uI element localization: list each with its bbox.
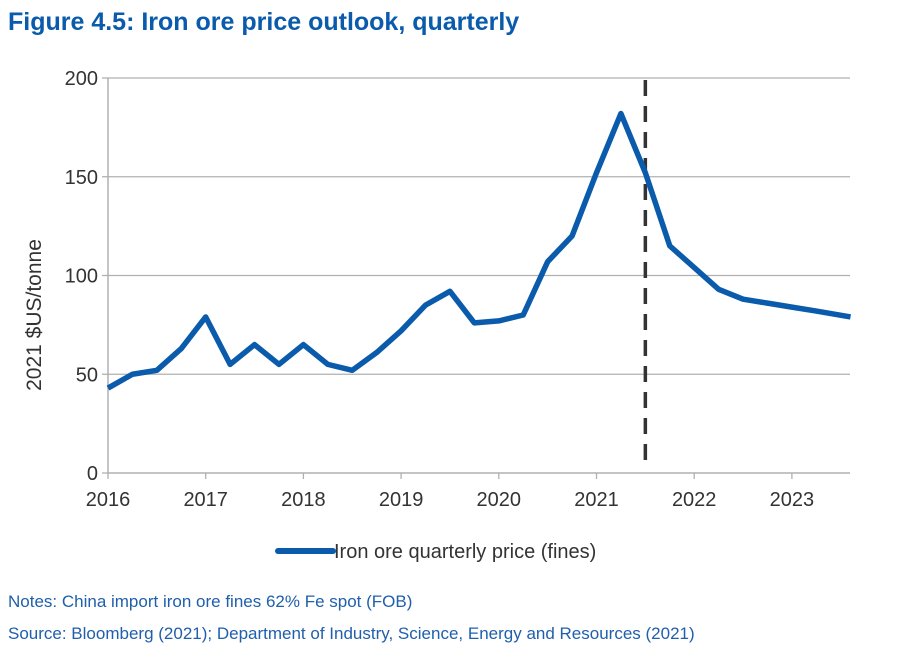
series-line-iron-ore <box>106 110 851 391</box>
y-tick-labels: 0 50 100 150 200 <box>65 68 98 485</box>
x-tick-label: 2019 <box>379 489 424 511</box>
y-tick-label: 100 <box>65 266 98 288</box>
y-axis-label: 2021 $US/tonne <box>23 239 46 391</box>
x-tick-label: 2020 <box>477 489 522 511</box>
line-chart: 0 50 100 150 200 2016 2017 2018 2019 2020 2021 202… <box>23 68 851 563</box>
x-tick-label: 2016 <box>86 489 131 511</box>
figure-title: Figure 4.5: Iron ore price outlook, quar… <box>8 8 520 36</box>
x-tick-label: 2022 <box>672 489 717 511</box>
y-tick-label: 200 <box>65 68 98 90</box>
x-tick-label: 2021 <box>574 489 619 511</box>
x-tick-label: 2018 <box>281 489 326 511</box>
x-tick-labels: 2016 2017 2018 2019 2020 2021 2022 2023 <box>86 489 814 511</box>
legend-label: Iron ore quarterly price (fines) <box>334 541 596 563</box>
axes <box>102 77 850 479</box>
x-tick-label: 2017 <box>183 489 228 511</box>
x-tick-label: 2023 <box>770 489 815 511</box>
source-text: Source: Bloomberg (2021); Department of … <box>8 624 695 643</box>
y-tick-label: 0 <box>87 463 98 485</box>
y-tick-label: 150 <box>65 167 98 189</box>
y-tick-label: 50 <box>76 364 98 386</box>
grid-lines <box>108 77 850 375</box>
notes-text: Notes: China import iron ore fines 62% F… <box>8 592 413 611</box>
legend: Iron ore quarterly price (fines) <box>275 541 596 563</box>
